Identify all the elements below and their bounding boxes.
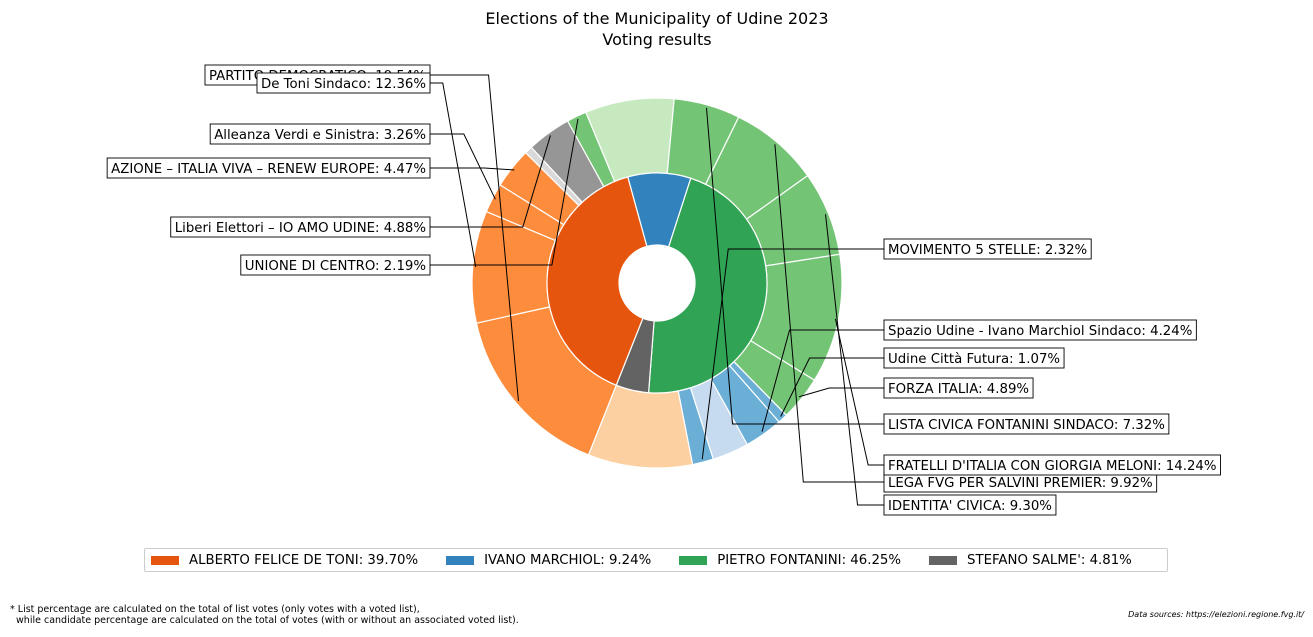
annotation-label: MOVIMENTO 5 STELLE: 2.32% [888,243,1087,258]
annotation-leader-line [701,248,884,460]
annotation-label: Udine Città Futura: 1.07% [888,351,1060,367]
legend-item: PIETRO FONTANINI: 46.25% [679,553,901,568]
inner-slice [615,317,655,394]
annotation-label: FORZA ITALIA: 4.89% [888,382,1029,397]
inner-slice [546,176,648,386]
footnote: * List percentage are calculated on the … [10,604,519,626]
annotation-leader-line [780,357,884,417]
annotation-leader-line [774,144,884,483]
chart-title: Elections of the Municipality of Udine 2… [485,9,828,28]
legend-item: IVANO MARCHIOL: 9.24% [446,553,651,568]
legend: ALBERTO FELICE DE TONI: 39.70% IVANO MAR… [144,548,1168,572]
annotation-label: AZIONE – ITALIA VIVA – RENEW EUROPE: 4.4… [111,162,426,177]
annotation-leader-line [430,133,496,200]
footnote-line: * List percentage are calculated on the … [10,604,420,615]
legend-label: STEFANO SALME': 4.81% [967,552,1132,568]
slice-annotation: AZIONE – ITALIA VIVA – RENEW EUROPE: 4.4… [106,157,431,179]
annotation-leader-line [430,118,579,266]
slice-annotation: Alleanza Verdi e Sinistra: 3.26% [209,123,431,145]
annotation-box [883,413,1170,435]
annotation-label: IDENTITA' CIVICA: 9.30% [888,499,1052,514]
annotation-leader-line [798,387,884,398]
annotation-label: LISTA CIVICA FONTANINI SINDACO: 7.32% [888,418,1165,433]
inner-ring [546,172,768,394]
slice-annotation: De Toni Sindaco: 12.36% [256,72,431,94]
annotation-box [883,347,1065,369]
legend-label: IVANO MARCHIOL: 9.24% [484,552,652,568]
annotation-box [883,319,1197,341]
annotation-box [883,454,1221,476]
legend-item: STEFANO SALME': 4.81% [929,553,1132,568]
annotation-box [170,216,431,238]
slice-annotation: Spazio Udine - Ivano Marchiol Sindaco: 4… [883,319,1197,341]
annotation-label: UNIONE DI CENTRO: 2.19% [245,259,426,274]
annotation-label: FRATELLI D'ITALIA CON GIORGIA MELONI: 14… [888,459,1217,474]
annotation-leader-line [430,74,519,402]
annotation-leader-line [825,214,884,506]
slice-annotation: Liberi Elettori – IO AMO UDINE: 4.88% [170,216,431,238]
annotation-leader-line [430,82,477,267]
slice-annotation: LEGA FVG PER SALVINI PREMIER: 9.92% [883,471,1158,493]
inner-slice [647,177,768,394]
annotation-label: De Toni Sindaco: 12.36% [261,77,426,92]
slice-annotation: FRATELLI D'ITALIA CON GIORGIA MELONI: 14… [883,454,1221,476]
data-source: Data sources: https://elezioni.regione.f… [1128,610,1304,619]
slice-annotation: UNIONE DI CENTRO: 2.19% [240,254,431,276]
legend-label: ALBERTO FELICE DE TONI: 39.70% [189,552,419,568]
slice-annotation: LISTA CIVICA FONTANINI SINDACO: 7.32% [883,413,1170,435]
footnote-line: while candidate percentage are calculate… [10,615,519,626]
slice-annotation: IDENTITA' CIVICA: 9.30% [883,494,1057,516]
slice-annotation: MOVIMENTO 5 STELLE: 2.32% [883,238,1092,260]
annotation-leader-line [705,107,884,425]
annotation-box [256,72,431,94]
chart-subtitle: Voting results [602,30,711,49]
annotation-label: Liberi Elettori – IO AMO UDINE: 4.88% [175,221,426,236]
annotation-box [106,157,431,179]
annotation-box [883,377,1034,399]
slice-annotation: FORZA ITALIA: 4.89% [883,377,1034,399]
annotation-box [209,123,431,145]
annotation-label: Spazio Udine - Ivano Marchiol Sindaco: 4… [888,324,1192,339]
annotation-box [240,254,431,276]
legend-swatch [929,555,958,565]
annotation-label: LEGA FVG PER SALVINI PREMIER: 9.92% [888,476,1153,491]
legend-label: PIETRO FONTANINI: 46.25% [717,552,902,568]
annotation-box [883,494,1057,516]
annotation-label: Alleanza Verdi e Sinistra: 3.26% [214,128,426,143]
annotation-leader-line [761,329,884,432]
slice-annotation: Udine Città Futura: 1.07% [883,347,1065,369]
annotation-leader-line [430,167,515,171]
legend-swatch [446,555,475,565]
annotation-leader-line [430,135,551,228]
legend-item: ALBERTO FELICE DE TONI: 39.70% [151,553,418,568]
annotation-box [883,238,1092,260]
legend-swatch [151,555,179,565]
annotation-leader-line [834,318,884,466]
legend-swatch [679,555,708,565]
annotations: PARTITO DEMOCRATICO: 19.54%De Toni Sinda… [106,64,1221,516]
